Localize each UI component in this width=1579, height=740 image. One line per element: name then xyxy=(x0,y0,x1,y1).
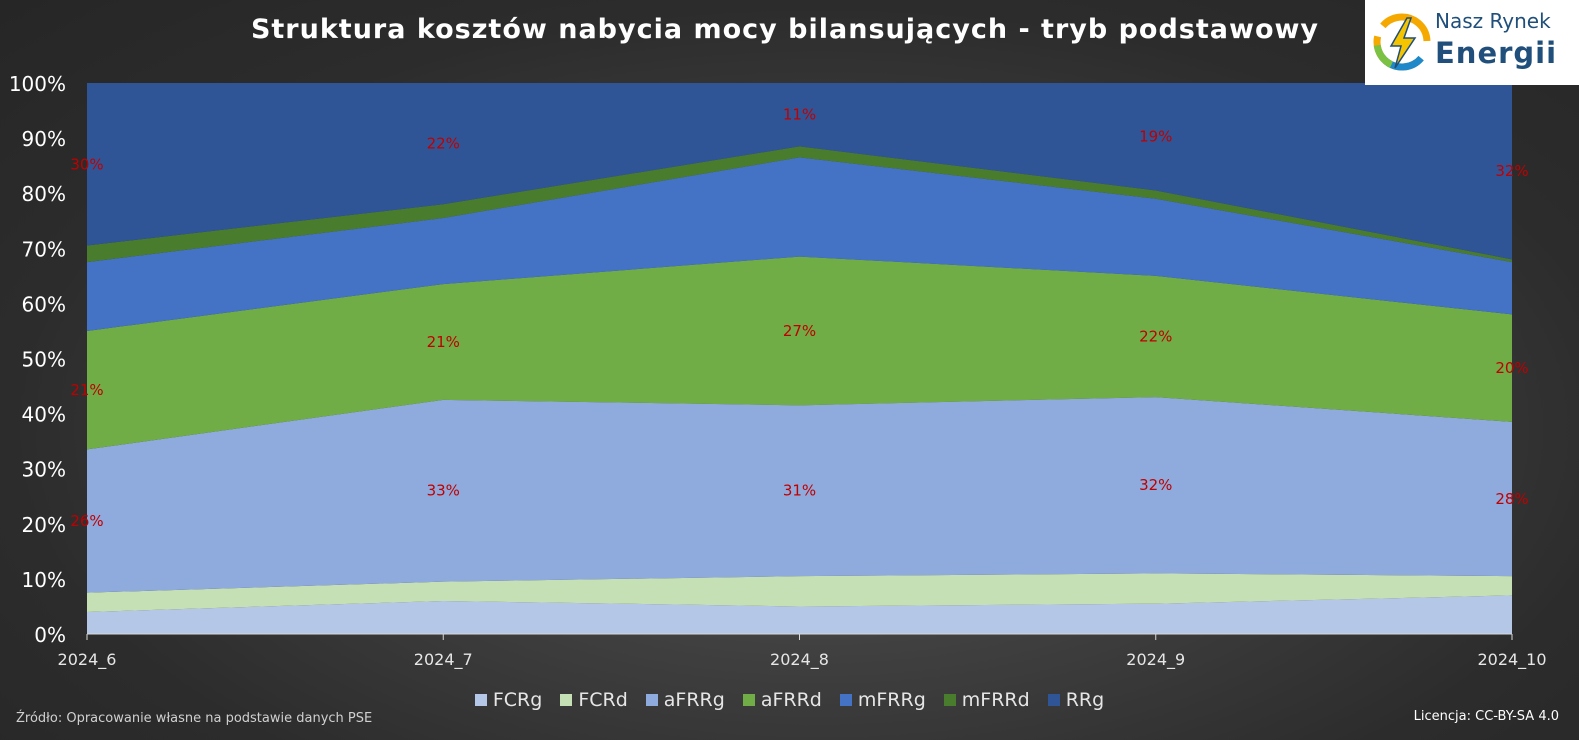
legend-swatch xyxy=(1047,694,1060,706)
legend-label: RRg xyxy=(1065,689,1105,711)
legend-label: aFRRd xyxy=(760,689,822,711)
data-label-RRg: 11% xyxy=(783,106,816,124)
y-tick-label: 80% xyxy=(22,182,66,206)
source-note: Źródło: Opracowanie własne na podstawie … xyxy=(16,711,373,726)
area-aFRRd xyxy=(87,256,1512,450)
y-tick-label: 10% xyxy=(22,568,66,592)
area-FCRd xyxy=(87,573,1512,612)
x-tick-label: 2024_10 xyxy=(1477,650,1546,670)
legend-label: aFRRg xyxy=(663,689,725,711)
legend-item-FCRd: FCRd xyxy=(560,689,628,711)
legend-label: FCRd xyxy=(578,689,628,711)
data-label-aFRRg: 33% xyxy=(427,482,460,500)
chart-title: Struktura kosztów nabycia mocy bilansują… xyxy=(250,14,1320,45)
legend-swatch xyxy=(742,694,755,706)
logo-text-line1: Nasz Rynek xyxy=(1435,9,1551,33)
logo-text-line2: Energii xyxy=(1435,36,1558,70)
data-label-aFRRd: 27% xyxy=(783,322,816,340)
brand-logo: Nasz Rynek Energii xyxy=(1365,0,1579,85)
legend-label: FCRg xyxy=(492,689,543,711)
data-label-RRg: 19% xyxy=(1139,128,1172,146)
y-tick-label: 90% xyxy=(22,127,66,151)
legend-item-FCRg: FCRg xyxy=(474,689,543,711)
y-tick-label: 0% xyxy=(34,623,66,647)
y-tick-label: 30% xyxy=(22,458,66,482)
lightning-logo-icon xyxy=(1373,13,1431,71)
data-label-aFRRg: 32% xyxy=(1139,476,1172,494)
y-tick-label: 60% xyxy=(22,292,66,316)
chart-legend: FCRg FCRd aFRRg aFRRd mFRRg mFRRd RRg xyxy=(0,689,1579,711)
legend-item-RRg: RRg xyxy=(1047,689,1105,711)
legend-item-aFRRg: aFRRg xyxy=(645,689,725,711)
legend-swatch xyxy=(943,694,956,706)
legend-swatch xyxy=(560,694,573,706)
legend-item-mFRRd: mFRRd xyxy=(943,689,1030,711)
data-label-aFRRd: 21% xyxy=(427,333,460,351)
area-RRg xyxy=(87,83,1512,260)
license-note: Licencja: CC-BY-SA 4.0 xyxy=(1413,709,1559,724)
legend-label: mFRRd xyxy=(961,689,1030,711)
area-aFRRg xyxy=(87,397,1512,593)
data-label-RRg: 22% xyxy=(427,135,460,153)
data-label-aFRRd: 20% xyxy=(1495,359,1528,377)
data-label-RRg: 30% xyxy=(70,155,103,173)
data-label-aFRRd: 22% xyxy=(1139,327,1172,345)
stacked-area-chart: 2024_6 2024_7 2024_8 2024_9 2024_10 0% 10% 20% 3… xyxy=(9,72,1547,670)
data-label-aFRRg: 28% xyxy=(1495,490,1528,508)
y-tick-label: 20% xyxy=(22,513,66,537)
data-label-RRg: 32% xyxy=(1495,162,1528,180)
data-label-aFRRg: 26% xyxy=(70,512,103,530)
legend-swatch xyxy=(645,694,658,706)
y-tick-label: 40% xyxy=(22,403,66,427)
y-tick-label: 50% xyxy=(22,348,66,372)
x-tick-label: 2024_8 xyxy=(770,650,829,670)
legend-swatch xyxy=(474,694,487,706)
area-mFRRg xyxy=(87,157,1512,331)
area-FCRg xyxy=(87,595,1512,634)
x-tick-label: 2024_6 xyxy=(58,650,117,670)
legend-item-aFRRd: aFRRd xyxy=(742,689,822,711)
data-label-aFRRd: 21% xyxy=(70,381,103,399)
legend-swatch xyxy=(839,694,852,706)
x-tick-label: 2024_9 xyxy=(1126,650,1185,670)
legend-item-mFRRg: mFRRg xyxy=(839,689,926,711)
data-label-aFRRg: 31% xyxy=(783,482,816,500)
y-tick-label: 100% xyxy=(9,72,66,96)
x-tick-label: 2024_7 xyxy=(414,650,473,670)
legend-label: mFRRg xyxy=(857,689,926,711)
y-tick-label: 70% xyxy=(22,237,66,261)
